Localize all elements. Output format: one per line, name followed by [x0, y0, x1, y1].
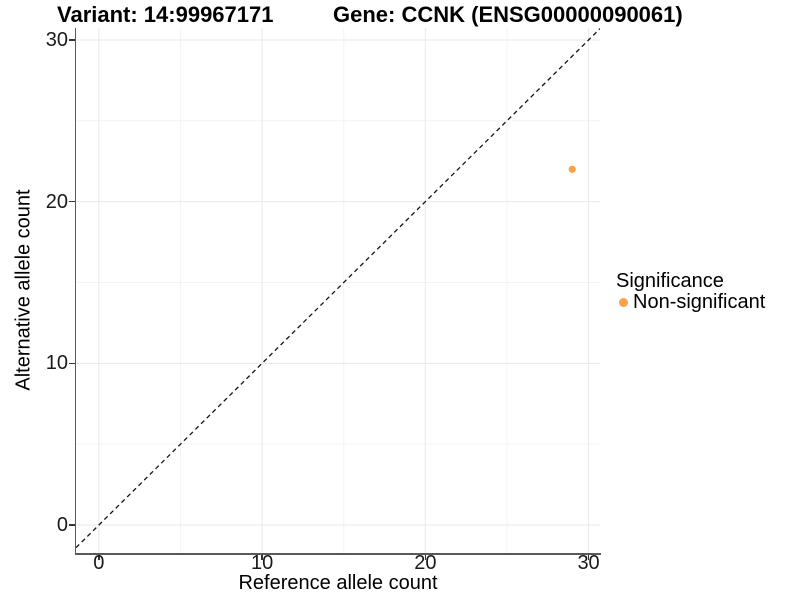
- identity-reference-line: [76, 28, 600, 549]
- legend-item-non-significant: Non-significant: [619, 291, 765, 314]
- plot-canvas: [76, 28, 600, 553]
- x-tick: [587, 554, 590, 560]
- legend-point-swatch-icon: [619, 298, 628, 307]
- y-tick-label: 20: [45, 190, 68, 213]
- x-tick: [98, 554, 100, 560]
- y-tick: [69, 200, 75, 203]
- x-tick-label: 30: [577, 552, 600, 574]
- legend-title: Significance: [616, 270, 724, 292]
- plot-title-gene: Gene: CCNK (ENSG00000090061): [333, 2, 683, 27]
- y-tick-label: 0: [56, 514, 68, 537]
- y-tick: [69, 362, 75, 365]
- x-tick-label: 20: [414, 552, 437, 574]
- plot-title-variant: Variant: 14:99967171: [57, 2, 274, 27]
- y-tick-label: 30: [45, 28, 68, 51]
- y-axis-line: [74, 28, 76, 555]
- x-axis-line: [74, 553, 601, 555]
- plot-panel: [76, 28, 600, 553]
- y-tick: [69, 524, 75, 526]
- y-tick-label: 10: [45, 352, 68, 375]
- x-tick-label: 0: [93, 552, 105, 574]
- x-tick-label: 10: [250, 552, 274, 574]
- y-tick: [69, 39, 75, 41]
- data-point: [568, 165, 576, 173]
- x-axis-label: Reference allele count: [238, 572, 438, 594]
- x-tick: [424, 554, 427, 560]
- x-tick: [261, 554, 263, 560]
- legend-item-label: Non-significant: [633, 291, 766, 313]
